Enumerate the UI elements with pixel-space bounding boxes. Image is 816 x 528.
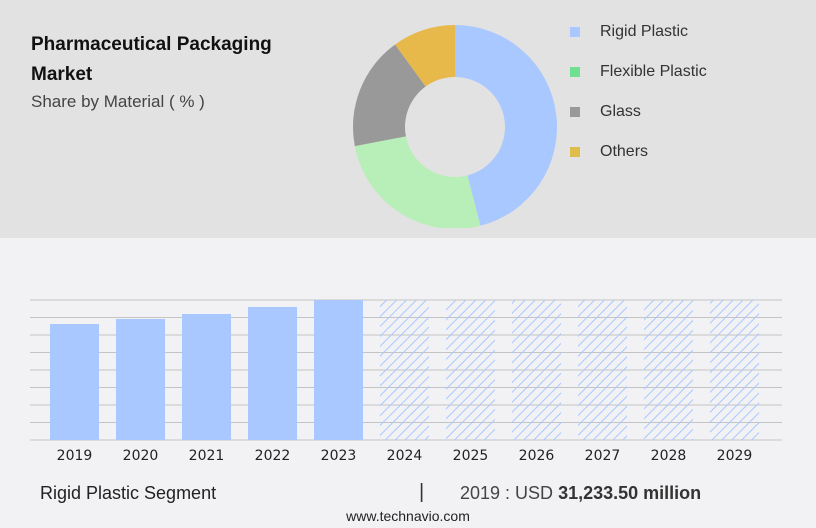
x-tick-label: 2029: [717, 448, 753, 464]
legend-item-flexible-plastic: Flexible Plastic: [570, 52, 707, 92]
legend-swatch: [570, 147, 580, 157]
donut-slice-glass: [353, 44, 426, 147]
donut-slice-others: [395, 25, 455, 87]
footer-separator: |: [419, 481, 425, 503]
x-tick-label: 2024: [387, 448, 423, 464]
forecast-bar-2029: [710, 300, 759, 440]
bar-2023: [314, 300, 363, 440]
year-label: 2019 : USD: [460, 483, 554, 503]
bar-chart: 2019 2020 2021 2022 2023 2024 2025 2026 2027 2028…: [30, 299, 782, 464]
x-tick-label: 2025: [453, 448, 489, 464]
segment-label: Rigid Plastic Segment: [40, 483, 217, 503]
chart-title: Pharmaceutical Packaging Market: [31, 34, 272, 85]
footer-value: 2019 : USD 31,233.50 million: [460, 483, 701, 504]
forecast-bar-2028: [644, 300, 693, 440]
chart-subtitle: Share by Material ( % ): [31, 92, 205, 111]
forecast-bar-2025: [446, 300, 495, 440]
forecast-bar-2024: [380, 300, 429, 440]
bar-2022: [248, 306, 297, 440]
legend-item-others: Others: [570, 132, 707, 172]
bar-2020: [116, 319, 165, 440]
legend-swatch: [570, 107, 580, 117]
legend: Rigid Plastic Flexible Plastic Glass Oth…: [570, 12, 707, 172]
x-tick-label: 2023: [321, 448, 357, 464]
x-tick-label: 2022: [255, 448, 291, 464]
x-tick-label: 2021: [189, 448, 225, 464]
bar-2021: [182, 314, 231, 440]
x-tick-label: 2028: [651, 448, 687, 464]
x-tick-label: 2019: [57, 448, 93, 464]
bar-2019: [50, 324, 99, 440]
forecast-bar-2027: [578, 300, 627, 440]
legend-swatch: [570, 27, 580, 37]
legend-label: Others: [600, 143, 649, 160]
x-tick-label: 2020: [123, 448, 159, 464]
donut-chart: [340, 0, 580, 228]
legend-item-rigid-plastic: Rigid Plastic: [570, 12, 707, 52]
legend-label: Glass: [600, 103, 641, 120]
value-amount: 31,233.50 million: [558, 483, 702, 503]
x-tick-label: 2027: [585, 448, 621, 464]
website-link[interactable]: www.technavio.com: [346, 508, 470, 524]
legend-label: Flexible Plastic: [600, 63, 707, 80]
donut-slice-rigid-plastic: [455, 25, 557, 226]
legend-label: Rigid Plastic: [600, 23, 689, 40]
x-tick-label: 2026: [519, 448, 555, 464]
legend-item-glass: Glass: [570, 92, 707, 132]
forecast-bar-2026: [512, 300, 561, 440]
legend-swatch: [570, 67, 580, 77]
donut-slice-flexible-plastic: [354, 136, 481, 228]
